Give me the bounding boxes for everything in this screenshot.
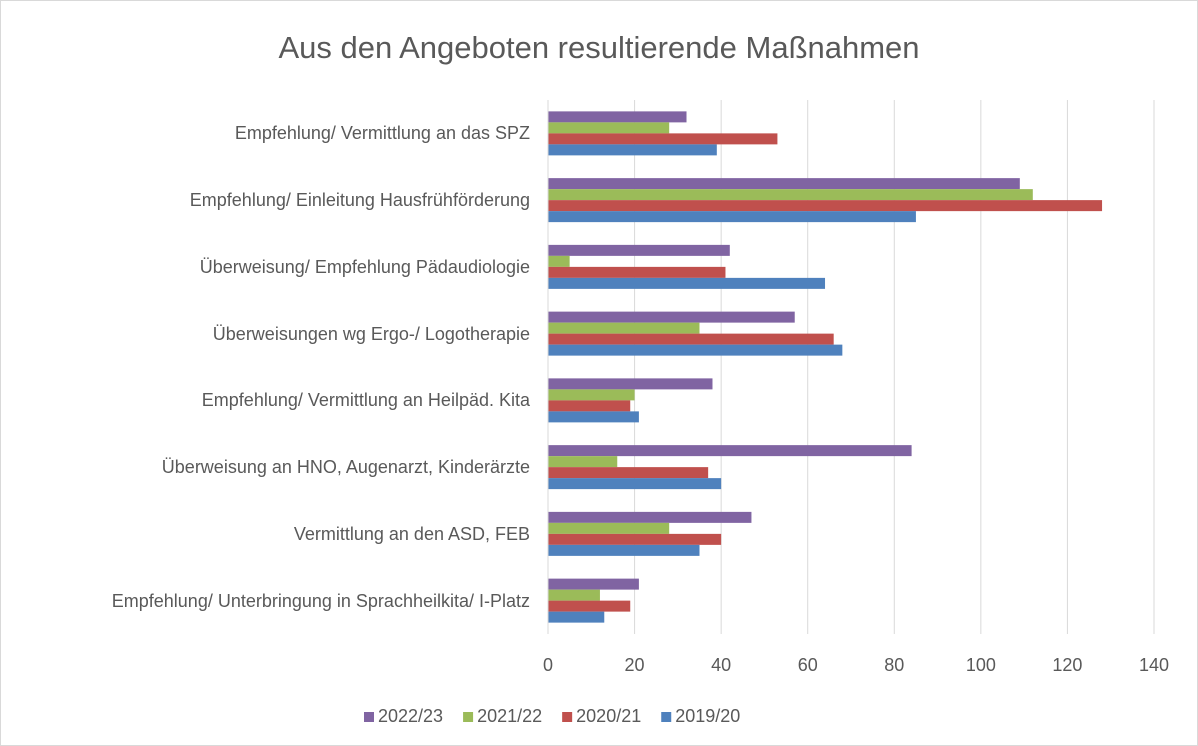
bar xyxy=(548,389,635,401)
legend-swatch xyxy=(562,712,573,722)
x-tick-label: 0 xyxy=(543,655,553,675)
bar xyxy=(548,189,1033,201)
y-tick-label: Empfehlung/ Einleitung Hausfrühförderung xyxy=(189,190,530,211)
bar xyxy=(548,277,826,289)
y-tick-label: Empfehlung/ Vermittlung an Heilpäd. Kita xyxy=(201,390,530,411)
bar xyxy=(548,456,618,468)
bar xyxy=(548,467,709,479)
x-tick-label: 60 xyxy=(798,655,818,675)
bar xyxy=(548,200,1103,212)
legend-label: 2021/22 xyxy=(477,706,542,726)
y-tick-label-box: Überweisung an HNO, Augenarzt, Kinderärz… xyxy=(0,456,530,478)
bar xyxy=(548,322,700,334)
x-tick-label: 120 xyxy=(1052,655,1082,675)
bar xyxy=(548,378,713,390)
bar xyxy=(548,133,778,145)
y-tick-label: Vermittlung an den ASD, FEB xyxy=(293,523,530,544)
bar xyxy=(548,311,795,323)
bar xyxy=(548,411,639,423)
y-tick-label-box: Überweisung/ Empfehlung Pädaudiologie xyxy=(0,256,530,278)
bar xyxy=(548,611,605,623)
bar xyxy=(548,400,631,412)
y-tick-label-box: Vermittlung an den ASD, FEB xyxy=(0,523,530,545)
bar xyxy=(548,533,722,545)
y-tick-label-box: Überweisungen wg Ergo-/ Logotherapie xyxy=(0,323,530,345)
bar xyxy=(548,244,730,256)
legend-label: 2022/23 xyxy=(378,706,443,726)
bar xyxy=(548,589,600,601)
x-tick-label: 140 xyxy=(1139,655,1169,675)
x-tick-label: 20 xyxy=(625,655,645,675)
bar xyxy=(548,544,700,556)
bar xyxy=(548,255,570,267)
y-tick-label: Empfehlung/ Vermittlung an das SPZ xyxy=(234,123,530,144)
bar xyxy=(548,178,1020,190)
y-tick-label: Überweisungen wg Ergo-/ Logotherapie xyxy=(212,323,530,344)
bar xyxy=(548,478,722,490)
bar xyxy=(548,578,639,590)
y-tick-label-box: Empfehlung/ Einleitung Hausfrühförderung xyxy=(0,189,530,211)
bar xyxy=(548,122,670,134)
y-tick-label: Überweisung/ Empfehlung Pädaudiologie xyxy=(199,256,530,277)
legend-swatch xyxy=(463,712,474,722)
legend-swatch xyxy=(364,712,374,722)
bar xyxy=(548,511,752,523)
bar xyxy=(548,333,834,345)
bar xyxy=(548,111,687,123)
y-tick-label-box: Empfehlung/ Vermittlung an das SPZ xyxy=(0,122,530,144)
chart-title: Aus den Angeboten resultierende Maßnahme… xyxy=(278,30,919,65)
x-tick-label: 80 xyxy=(884,655,904,675)
legend-swatch xyxy=(661,712,672,722)
bar xyxy=(548,600,631,612)
bar xyxy=(548,266,726,278)
bar xyxy=(548,211,916,223)
y-tick-label: Überweisung an HNO, Augenarzt, Kinderärz… xyxy=(161,457,530,478)
bar xyxy=(548,445,912,457)
bar xyxy=(548,344,843,356)
legend-label: 2019/20 xyxy=(675,706,740,726)
bar xyxy=(548,522,670,534)
y-tick-label-box: Empfehlung/ Unterbringung in Sprachheilk… xyxy=(0,590,530,612)
x-tick-label: 40 xyxy=(711,655,731,675)
legend-label: 2020/21 xyxy=(576,706,641,726)
y-tick-label-box: Empfehlung/ Vermittlung an Heilpäd. Kita xyxy=(0,389,530,411)
x-tick-label: 100 xyxy=(966,655,996,675)
bar xyxy=(548,144,717,156)
y-tick-label: Empfehlung/ Unterbringung in Sprachheilk… xyxy=(111,590,530,611)
